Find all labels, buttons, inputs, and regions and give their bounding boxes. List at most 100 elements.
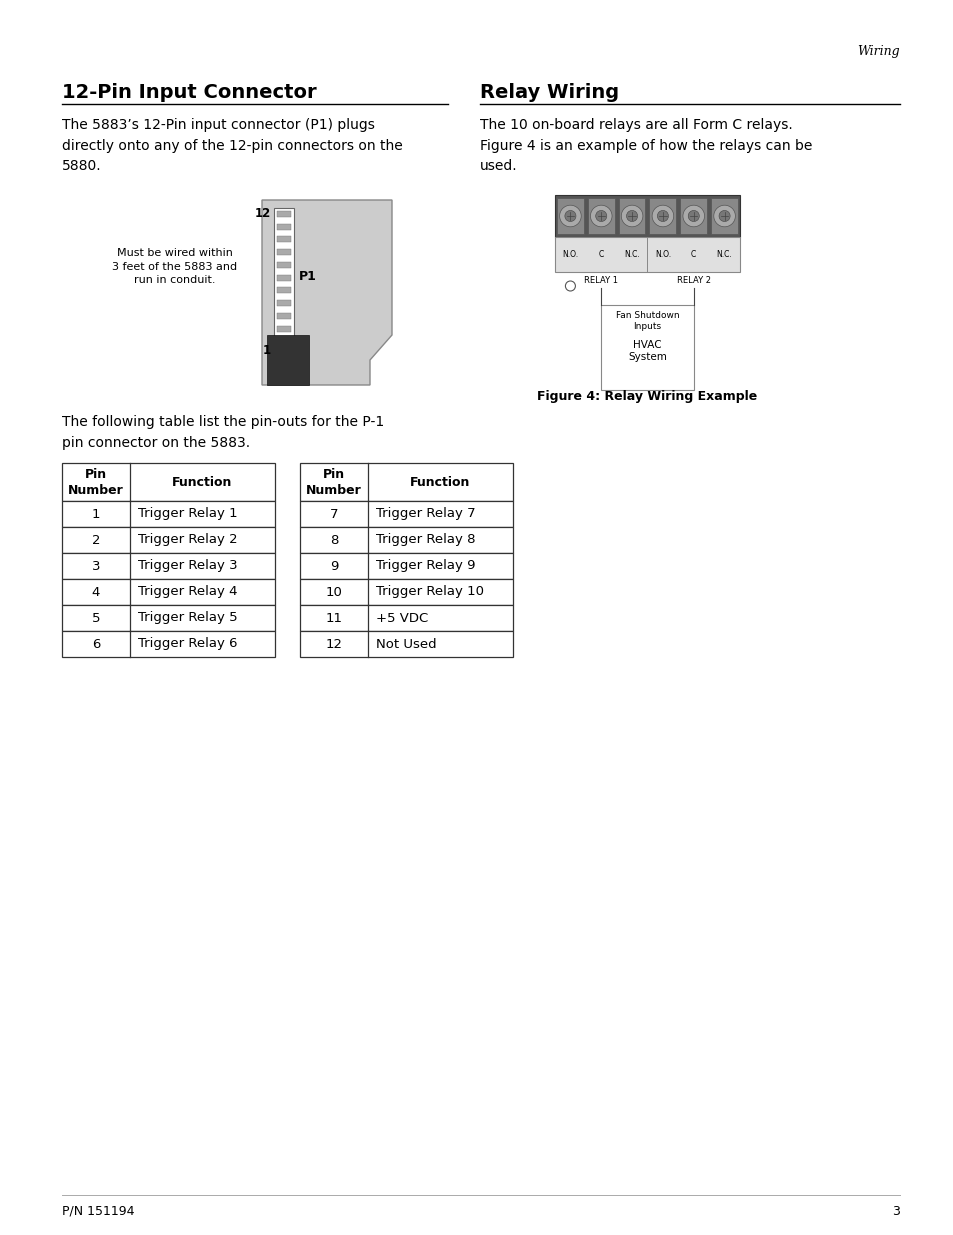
Text: Trigger Relay 8: Trigger Relay 8 [375,534,475,547]
Text: Trigger Relay 9: Trigger Relay 9 [375,559,475,573]
Bar [62,631,274,657]
Text: 10: 10 [325,585,342,599]
Text: Fan Shutdown
Inputs: Fan Shutdown Inputs [615,311,679,331]
Bar [62,527,274,553]
Text: Pin
Number: Pin Number [68,468,124,496]
Bar [276,249,291,256]
Text: Trigger Relay 2: Trigger Relay 2 [138,534,237,547]
Text: Trigger Relay 5: Trigger Relay 5 [138,611,237,625]
Bar [62,579,274,605]
Bar [649,198,676,233]
Text: 7: 7 [330,508,338,520]
Text: HVAC
System: HVAC System [627,340,666,362]
Text: N.C.: N.C. [716,249,732,259]
Text: The following table list the pin-outs for the P-1
pin connector on the 5883.: The following table list the pin-outs fo… [62,415,384,450]
Bar [276,262,291,268]
Text: Not Used: Not Used [375,637,436,651]
Text: RELAY 2: RELAY 2 [676,275,710,285]
Circle shape [719,210,729,221]
Text: 11: 11 [325,611,342,625]
Bar [276,300,291,306]
Text: 12-Pin Input Connector: 12-Pin Input Connector [62,83,316,103]
Bar [276,351,291,357]
Text: 1: 1 [91,508,100,520]
Bar [557,198,583,233]
Circle shape [626,210,637,221]
Text: P1: P1 [298,270,316,283]
Bar [299,463,513,501]
Text: Trigger Relay 7: Trigger Relay 7 [375,508,476,520]
Bar [276,224,291,230]
Text: 1: 1 [263,345,271,357]
Bar [276,312,291,319]
Circle shape [652,205,673,227]
Circle shape [682,205,704,227]
Bar [299,579,513,605]
Text: Must be wired within
3 feet of the 5883 and
run in conduit.: Must be wired within 3 feet of the 5883 … [112,248,237,285]
Bar [299,553,513,579]
Bar [555,195,740,237]
Circle shape [620,205,642,227]
Text: Figure 4: Relay Wiring Example: Figure 4: Relay Wiring Example [537,390,757,403]
Circle shape [590,205,612,227]
Text: Trigger Relay 6: Trigger Relay 6 [138,637,237,651]
Text: 3: 3 [91,559,100,573]
Text: RELAY 1: RELAY 1 [583,275,618,285]
Bar [267,335,309,385]
Text: 5: 5 [91,611,100,625]
Bar [276,338,291,345]
Text: 6: 6 [91,637,100,651]
Circle shape [595,210,606,221]
Circle shape [565,282,575,291]
Bar [276,236,291,242]
Text: The 10 on-board relays are all Form C relays.
Figure 4 is an example of how the : The 10 on-board relays are all Form C re… [479,119,812,173]
Text: Trigger Relay 10: Trigger Relay 10 [375,585,483,599]
Bar [276,211,291,217]
Bar [62,605,274,631]
Text: 12: 12 [325,637,342,651]
Bar [600,305,693,390]
Text: Trigger Relay 3: Trigger Relay 3 [138,559,237,573]
Bar [299,501,513,527]
Text: Function: Function [410,475,470,489]
Text: +5 VDC: +5 VDC [375,611,428,625]
Bar [555,237,740,272]
Text: N.O.: N.O. [561,249,578,259]
Text: 12: 12 [254,207,271,220]
Bar [299,527,513,553]
Polygon shape [262,200,392,385]
Bar [679,198,706,233]
Text: Wiring: Wiring [857,44,899,58]
Text: Trigger Relay 1: Trigger Relay 1 [138,508,237,520]
Text: 3: 3 [891,1205,899,1218]
Bar [299,605,513,631]
Bar [62,501,274,527]
Text: The 5883’s 12-Pin input connector (P1) plugs
directly onto any of the 12-pin con: The 5883’s 12-Pin input connector (P1) p… [62,119,402,173]
Circle shape [564,210,576,221]
Bar [710,198,738,233]
Text: 4: 4 [91,585,100,599]
Bar [618,198,645,233]
Circle shape [559,205,580,227]
Text: 9: 9 [330,559,337,573]
Text: P/N 151194: P/N 151194 [62,1205,134,1218]
Text: C: C [690,249,696,259]
Circle shape [657,210,668,221]
Bar [62,553,274,579]
Bar [62,463,274,501]
Text: Function: Function [172,475,233,489]
Bar [587,198,614,233]
Bar [299,631,513,657]
Text: 2: 2 [91,534,100,547]
Text: C: C [598,249,603,259]
Bar [276,288,291,294]
Circle shape [713,205,735,227]
Text: N.C.: N.C. [623,249,639,259]
Text: Relay Wiring: Relay Wiring [479,83,618,103]
Bar [276,326,291,331]
Bar [274,207,294,359]
Text: 8: 8 [330,534,337,547]
Circle shape [687,210,699,221]
Bar [276,274,291,280]
Text: Pin
Number: Pin Number [306,468,361,496]
